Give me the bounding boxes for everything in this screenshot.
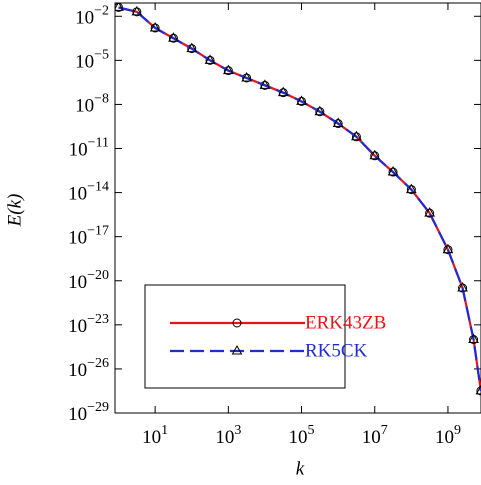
tick-label: 10−20 [68, 268, 109, 293]
marker [222, 64, 234, 75]
marker [259, 79, 271, 89]
marker [351, 130, 362, 141]
marker [332, 117, 344, 128]
series-line [118, 6, 481, 392]
marker [131, 5, 143, 16]
marker [232, 318, 242, 328]
tick-label: 10−8 [75, 92, 109, 117]
tick-label: 109 [435, 423, 461, 448]
marker [387, 166, 399, 176]
x-axis-label: k [296, 458, 305, 479]
marker [168, 32, 179, 42]
marker [369, 149, 381, 160]
y-axis-label: E(k) [4, 194, 25, 228]
tick-label: 10−26 [68, 356, 109, 381]
marker [204, 54, 216, 64]
legend-label: RK5CK [305, 340, 368, 361]
marker [149, 21, 161, 32]
tick-label: 10−29 [68, 400, 109, 425]
tick-label: 10−2 [75, 3, 109, 28]
tick-label: 10−17 [68, 224, 109, 249]
marker [468, 333, 479, 344]
tick-label: 10−11 [69, 136, 109, 161]
tick-label: 107 [362, 423, 388, 448]
marker [442, 243, 454, 254]
tick-label: 105 [289, 423, 315, 448]
marker [231, 344, 243, 355]
marker [277, 86, 289, 97]
tick-label: 10−5 [75, 48, 109, 73]
tick-label: 101 [142, 423, 168, 448]
marker [296, 95, 307, 105]
marker [314, 105, 326, 116]
marker [424, 207, 435, 217]
marker [405, 183, 417, 194]
legend-label: ERK43ZB [305, 312, 386, 333]
marker [115, 3, 124, 11]
plot-frame [114, 2, 481, 414]
tick-label: 10−23 [68, 312, 109, 337]
legend-box [144, 284, 346, 389]
marker [457, 282, 468, 292]
marker [186, 42, 198, 53]
tick-label: 10−14 [68, 180, 109, 205]
tick-label: 103 [215, 423, 241, 448]
marker [241, 71, 252, 82]
